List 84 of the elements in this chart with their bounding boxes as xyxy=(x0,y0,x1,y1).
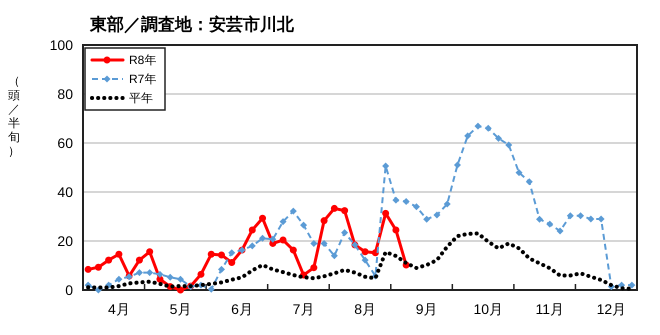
point xyxy=(330,252,338,260)
y-tick-label: 40 xyxy=(57,184,74,200)
point xyxy=(464,132,472,140)
point xyxy=(310,240,318,247)
point xyxy=(341,207,348,214)
x-tick-label: 6月 xyxy=(231,301,253,317)
x-tick-label: 9月 xyxy=(416,301,438,317)
point xyxy=(341,229,348,236)
point xyxy=(269,236,276,243)
point xyxy=(320,217,328,224)
x-tick-label: 10月 xyxy=(473,301,504,317)
point xyxy=(556,227,564,234)
point xyxy=(228,259,236,266)
point xyxy=(115,250,122,258)
point xyxy=(248,242,256,250)
point xyxy=(362,256,369,264)
point xyxy=(259,234,266,242)
point xyxy=(259,214,266,222)
y-tick-label: 60 xyxy=(57,134,74,151)
point xyxy=(444,200,451,208)
x-tick-label: 5月 xyxy=(170,301,192,317)
y-axis-title: （頭／半旬） xyxy=(8,74,20,158)
point xyxy=(577,212,584,220)
point xyxy=(176,286,184,294)
point xyxy=(382,210,390,217)
x-tick-label: 12月 xyxy=(596,301,626,317)
point xyxy=(566,212,574,220)
legend-label: R8年 xyxy=(129,53,156,68)
point xyxy=(146,269,154,276)
point xyxy=(402,198,410,206)
point xyxy=(280,218,287,226)
point xyxy=(495,134,502,142)
chart-title: 東部／調査地：安芸市川北 xyxy=(89,15,295,34)
point xyxy=(197,270,204,278)
point xyxy=(94,264,102,271)
point xyxy=(176,276,184,283)
point xyxy=(136,256,143,264)
x-tick-label: 7月 xyxy=(292,301,314,317)
point xyxy=(248,226,256,234)
legend-label: 平年 xyxy=(129,91,153,106)
point xyxy=(392,196,400,204)
point xyxy=(218,251,225,258)
x-tick-label: 11月 xyxy=(536,301,564,317)
y-tick-label: 0 xyxy=(65,282,74,298)
point xyxy=(84,266,92,273)
point xyxy=(166,274,174,281)
point xyxy=(412,203,420,210)
point xyxy=(218,266,225,273)
point xyxy=(105,256,112,264)
point xyxy=(423,216,430,223)
point xyxy=(505,141,512,148)
x-tick-label: 8月 xyxy=(354,301,376,317)
point xyxy=(536,216,544,223)
point xyxy=(392,226,400,234)
point xyxy=(228,249,236,256)
point xyxy=(516,169,523,176)
point xyxy=(598,215,605,222)
point xyxy=(526,178,533,186)
point xyxy=(300,222,308,229)
point xyxy=(290,208,297,215)
x-tick-label: 4月 xyxy=(108,301,130,317)
point xyxy=(320,240,328,247)
point xyxy=(146,248,154,256)
point xyxy=(433,212,440,219)
point xyxy=(280,236,287,244)
point xyxy=(208,250,215,258)
point xyxy=(484,124,492,132)
point xyxy=(115,276,122,283)
point xyxy=(362,248,369,256)
point xyxy=(474,122,482,130)
y-tick-label: 100 xyxy=(50,36,74,53)
point xyxy=(546,220,554,228)
point xyxy=(330,204,338,212)
point xyxy=(454,162,461,169)
legend-label: R7年 xyxy=(129,72,156,86)
point xyxy=(290,246,297,254)
point xyxy=(156,270,164,278)
point xyxy=(587,215,594,222)
y-tick-label: 20 xyxy=(57,232,74,249)
point xyxy=(310,264,318,272)
point xyxy=(136,269,143,276)
y-tick-label: 80 xyxy=(57,86,74,102)
point xyxy=(628,282,636,289)
point xyxy=(208,286,215,293)
